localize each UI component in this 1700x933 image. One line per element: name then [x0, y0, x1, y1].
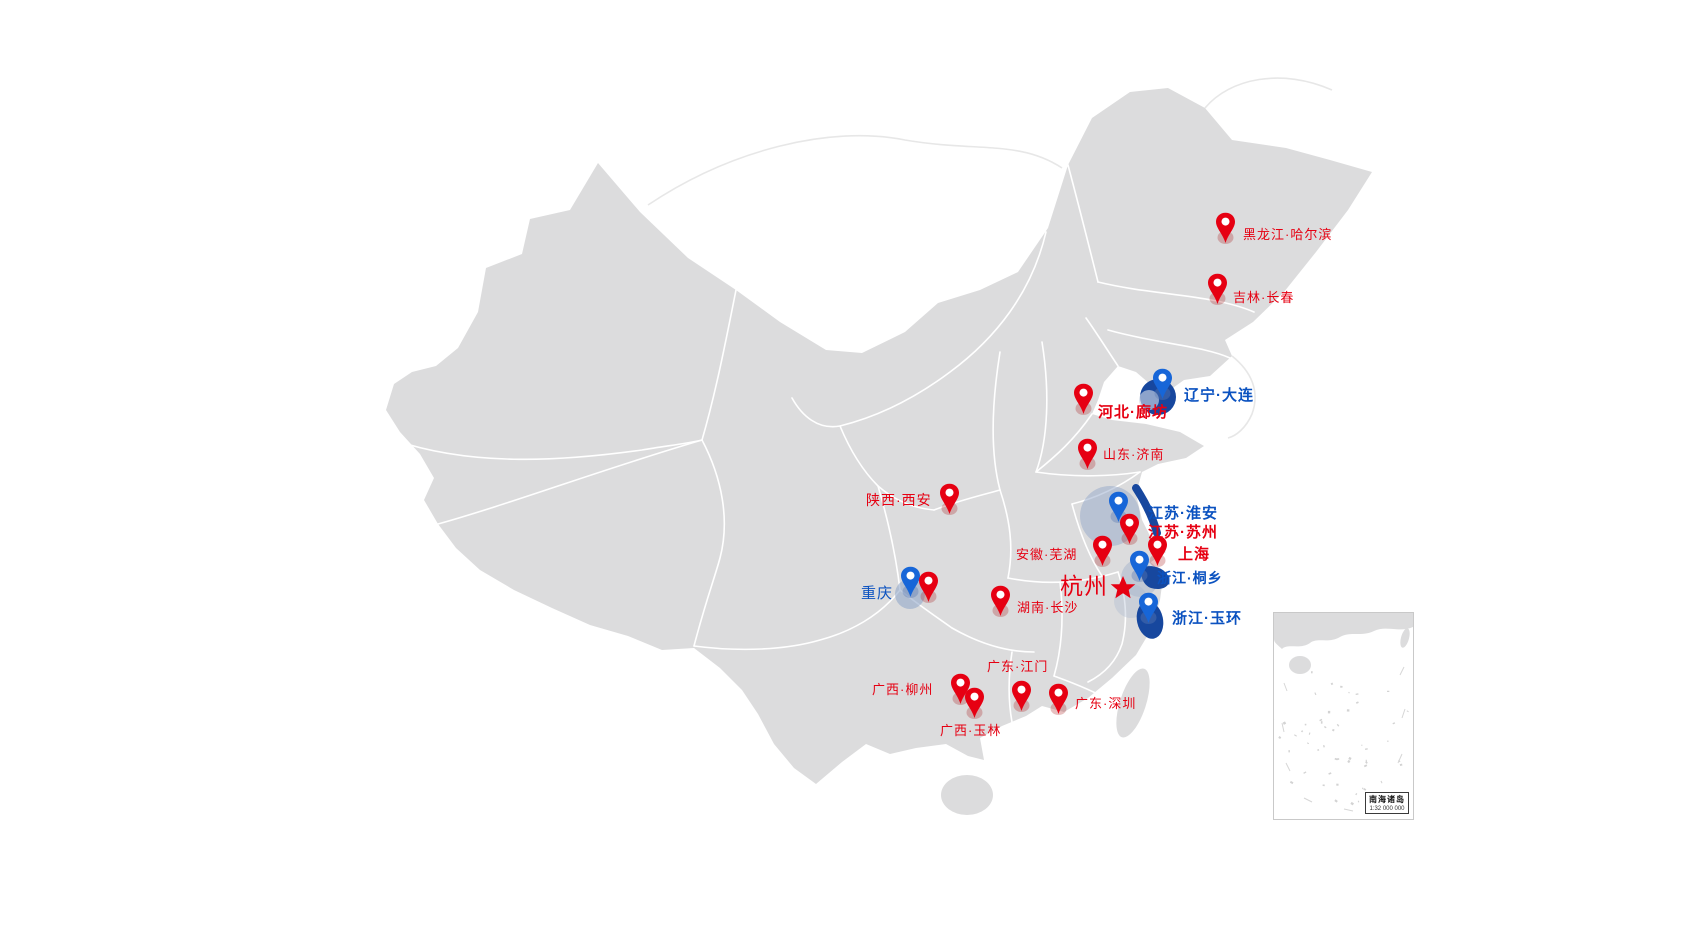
marker-pin-chongqing[interactable]	[899, 566, 922, 603]
inset-islands	[1267, 671, 1409, 806]
pin-icon	[1092, 535, 1112, 567]
pin-icon	[1119, 513, 1139, 545]
highlight-region-1	[1139, 390, 1159, 410]
pin-icon	[1129, 550, 1149, 582]
pin-icon	[1147, 535, 1167, 567]
china-landmass	[386, 88, 1372, 784]
marker-pin-anhui-wuhu[interactable]	[1091, 535, 1114, 572]
marker-pin-shanghai[interactable]	[1146, 535, 1169, 572]
marker-pin-jiangsu-suzhou[interactable]	[1118, 513, 1141, 550]
inset-hainan	[1289, 656, 1311, 674]
marker-pin-guangxi-liuzhou[interactable]	[949, 673, 972, 710]
marker-pin-jilin-changchun[interactable]	[1206, 273, 1229, 310]
highlight-region-5	[1141, 566, 1170, 589]
star-icon	[1110, 576, 1136, 599]
marker-star-hangzhou-hq[interactable]	[1110, 575, 1136, 606]
marker-pin-guangdong-jiangmen[interactable]	[1010, 680, 1033, 717]
pin-icon	[950, 673, 970, 705]
taiwan-island	[1116, 668, 1150, 738]
pin-icon	[1077, 438, 1097, 470]
pin-icon	[990, 585, 1010, 617]
pin-icon	[1011, 680, 1031, 712]
highlight-region-3	[1132, 484, 1161, 537]
marker-pin-chongqing-second[interactable]	[917, 571, 940, 608]
marker-pin-zhejiang-tongxiang[interactable]	[1128, 550, 1151, 587]
marker-pin-liaoning-dalian[interactable]	[1151, 368, 1174, 405]
pin-icon	[1048, 683, 1068, 715]
pin-icon	[1215, 212, 1235, 244]
hainan-island	[941, 775, 993, 815]
marker-pin-guangxi-yulin[interactable]	[963, 687, 986, 724]
pin-icon	[1152, 368, 1172, 400]
province-borders	[393, 164, 1255, 723]
pin-icon	[1207, 273, 1227, 305]
inset-taiwan	[1400, 628, 1410, 648]
pin-icon	[964, 687, 984, 719]
inset-dash-lines	[1281, 666, 1406, 812]
inset-coastline	[1274, 613, 1413, 649]
pin-icon	[939, 483, 959, 515]
south-china-sea-inset: 南海诸岛 1:32 000 000	[1267, 612, 1414, 820]
pin-icon	[1138, 592, 1158, 624]
marker-pin-guangdong-shenzhen[interactable]	[1047, 683, 1070, 720]
inset-label-box: 南海诸岛 1:32 000 000	[1365, 792, 1409, 814]
inset-title: 南海诸岛	[1369, 795, 1405, 804]
pin-icon	[1073, 383, 1093, 415]
neighbor-borders	[647, 77, 1333, 439]
marker-pin-hunan-changsha[interactable]	[989, 585, 1012, 622]
marker-pin-zhejiang-yuhuan[interactable]	[1137, 592, 1160, 629]
marker-pin-hebei-langfang[interactable]	[1072, 383, 1095, 420]
inset-scale: 1:32 000 000	[1369, 806, 1405, 812]
marker-pin-heilongjiang-haerbin[interactable]	[1214, 212, 1237, 249]
pin-icon	[900, 566, 920, 598]
pin-icon	[918, 571, 938, 603]
marker-pin-shandong-jinan[interactable]	[1076, 438, 1099, 475]
marker-pin-shaanxi-xian[interactable]	[938, 483, 961, 520]
inset-map	[1267, 613, 1413, 812]
